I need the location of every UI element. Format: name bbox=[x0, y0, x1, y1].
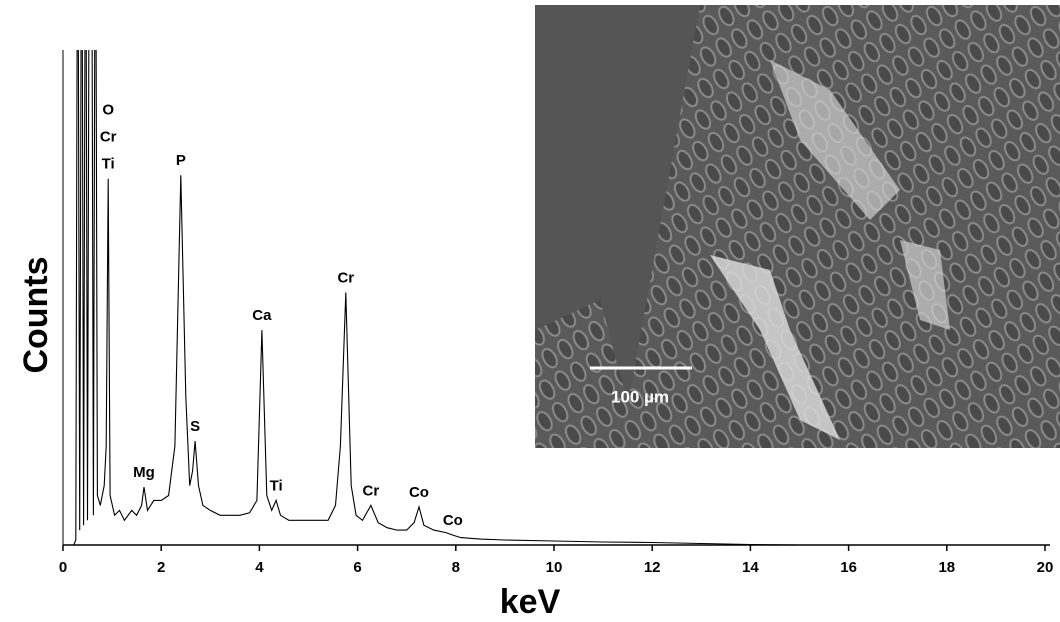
scale-bar-label: 100 µm bbox=[611, 387, 669, 406]
sem-tissue bbox=[535, 300, 640, 448]
peak-label: Ca bbox=[252, 307, 272, 324]
y-axis-label: Counts bbox=[17, 256, 55, 373]
sem-crystal bbox=[900, 240, 950, 330]
peak-label: Cr bbox=[100, 129, 117, 146]
sem-tissue bbox=[620, 5, 1060, 448]
x-tick-label: 18 bbox=[938, 559, 955, 576]
x-tick-label: 10 bbox=[546, 559, 563, 576]
peak-label: O bbox=[102, 102, 114, 119]
x-tick-label: 8 bbox=[452, 559, 460, 576]
x-tick-label: 16 bbox=[840, 559, 857, 576]
peak-label: Cr bbox=[337, 270, 354, 287]
x-tick-label: 14 bbox=[742, 559, 759, 576]
peak-label: P bbox=[176, 152, 186, 169]
peak-label: Cr bbox=[363, 482, 380, 499]
spectrum-line bbox=[63, 50, 1045, 546]
peak-label: Mg bbox=[133, 464, 155, 481]
sem-crystal bbox=[710, 255, 840, 440]
x-tick-label: 6 bbox=[353, 559, 361, 576]
x-tick-label: 20 bbox=[1037, 559, 1054, 576]
sem-crystal bbox=[770, 60, 900, 220]
peak-label: S bbox=[190, 418, 200, 435]
series-group bbox=[63, 50, 1045, 546]
x-tick-label: 4 bbox=[255, 559, 264, 576]
peak-label: Ti bbox=[270, 477, 283, 494]
sem-image: 100 µm bbox=[535, 5, 1060, 448]
x-tick-label: 12 bbox=[644, 559, 661, 576]
x-tick-label: 2 bbox=[157, 559, 165, 576]
peak-label: Ti bbox=[102, 156, 115, 173]
x-tick-label: 0 bbox=[59, 559, 67, 576]
x-axis-label: keV bbox=[500, 583, 561, 621]
peak-label: Co bbox=[443, 512, 463, 529]
peak-label: Co bbox=[409, 484, 429, 501]
